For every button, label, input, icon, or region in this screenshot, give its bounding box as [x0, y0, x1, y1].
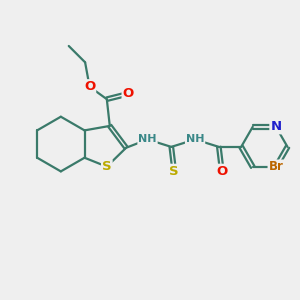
Text: S: S [169, 165, 179, 178]
Text: NH: NH [138, 134, 157, 144]
Text: O: O [123, 87, 134, 100]
Text: O: O [84, 80, 95, 93]
Text: S: S [102, 160, 112, 173]
Text: O: O [216, 165, 227, 178]
Text: NH: NH [186, 134, 204, 144]
Text: N: N [270, 120, 281, 133]
Text: Br: Br [268, 160, 284, 173]
